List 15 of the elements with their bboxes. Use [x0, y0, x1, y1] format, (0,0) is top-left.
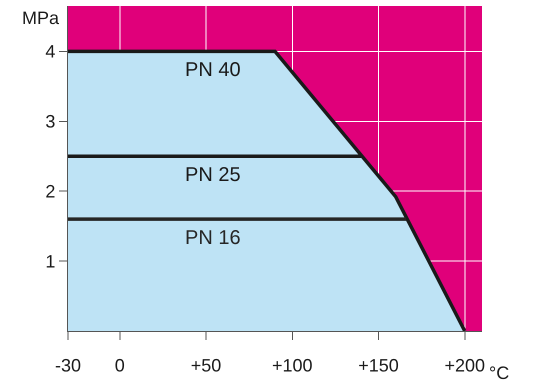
x-tick-label: +50 — [190, 356, 222, 376]
series-label: PN 16 — [185, 227, 241, 249]
x-tick-label: +150 — [358, 356, 399, 376]
series-label: PN 40 — [185, 59, 241, 81]
series-label: PN 25 — [185, 164, 241, 186]
x-tick-label: +200 — [444, 356, 486, 376]
y-tick-label: 4 — [45, 42, 56, 62]
x-tick-label: +100 — [272, 356, 313, 376]
y-tick-label: 2 — [45, 182, 56, 202]
y-axis-title: MPa — [22, 8, 60, 28]
y-tick-label: 1 — [45, 251, 56, 272]
x-tick-label: -30 — [54, 356, 82, 376]
y-tick-label: 3 — [45, 112, 56, 132]
x-axis-title: °C — [489, 363, 510, 383]
x-tick-label: 0 — [114, 356, 125, 376]
